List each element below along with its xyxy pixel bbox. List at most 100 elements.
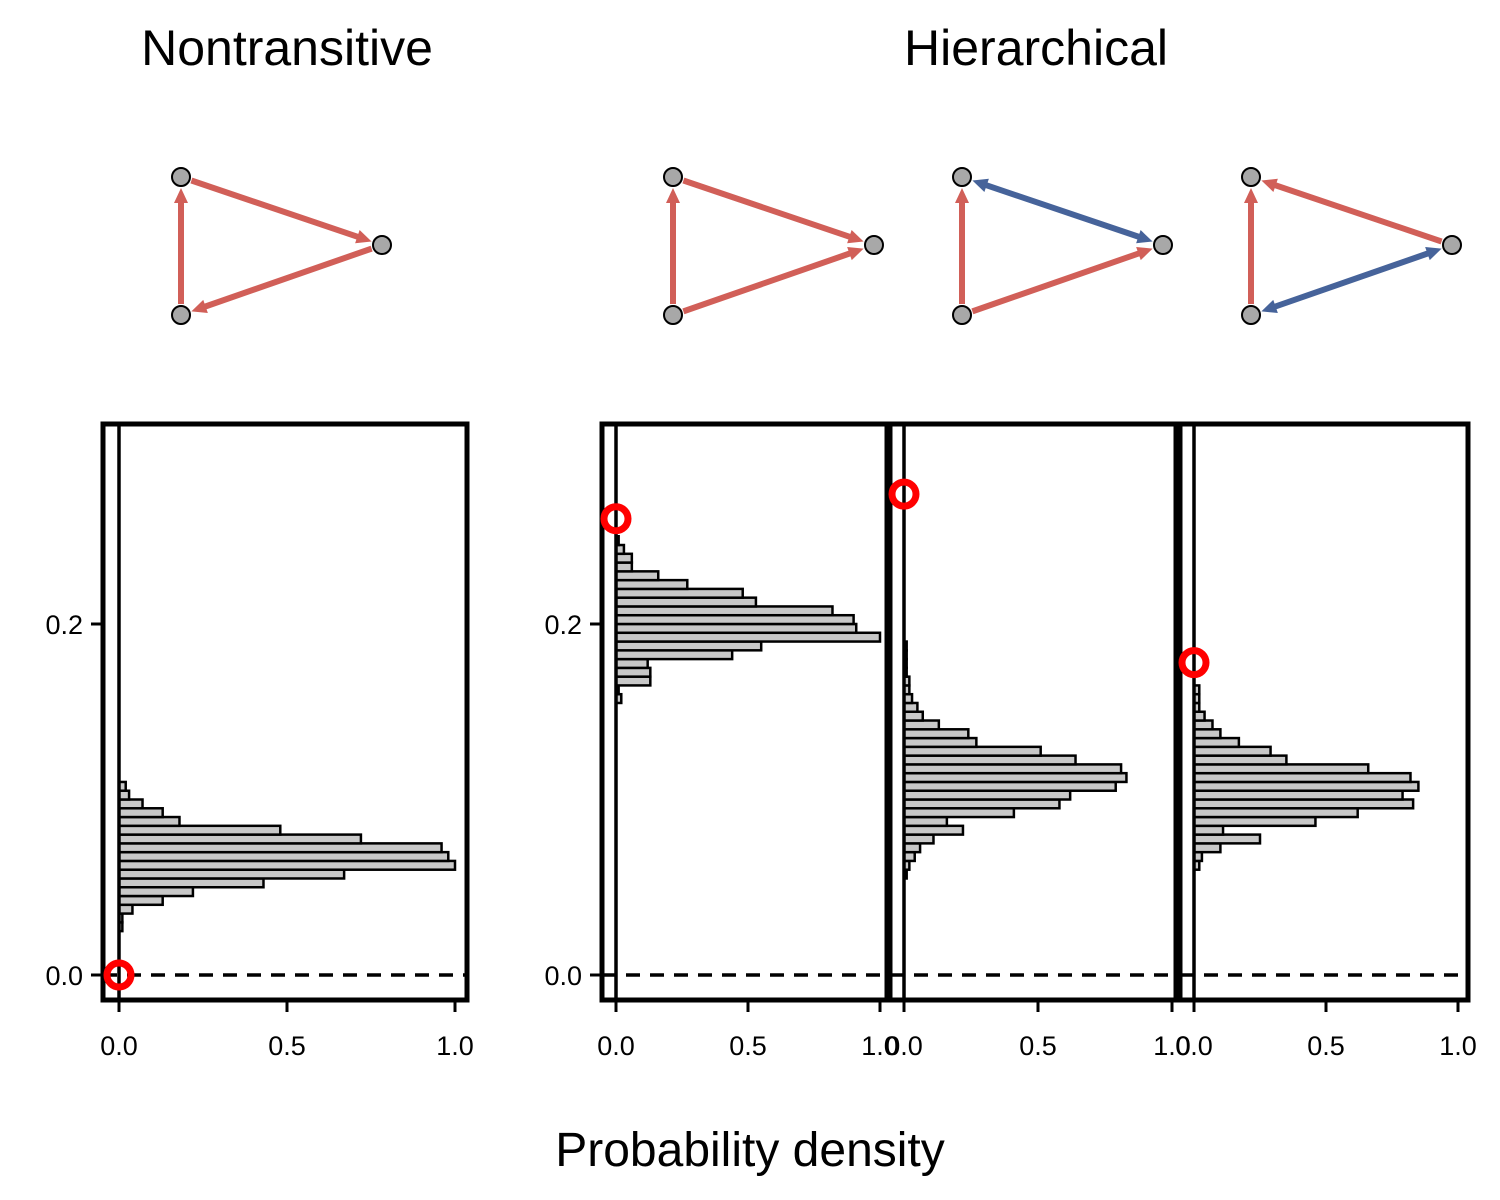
- x-tick-label: 0.5: [1307, 1031, 1345, 1061]
- edge-2: [1268, 180, 1443, 245]
- histogram-bar: [902, 745, 1042, 757]
- arrowhead-2-head: [1136, 230, 1153, 244]
- panel-frame: [887, 421, 1179, 1003]
- histogram-bar: [1192, 815, 1317, 828]
- histogram-panels: 0.0 0.5 1.00.00.20.0 0.5 1.00.00.20.0 0.5 1.00…: [45, 421, 1477, 1061]
- histogram-bar: [1192, 798, 1415, 810]
- panel-frame: [599, 421, 890, 1003]
- histogram-bar: [117, 877, 265, 889]
- histogram-bar: [614, 631, 882, 643]
- arrowhead-2-tail: [972, 178, 989, 192]
- histogram-bar: [1192, 771, 1412, 784]
- histogram-bar: [902, 780, 1117, 792]
- title-hierarchical: Hierarchical: [904, 20, 1168, 76]
- y-tick-label: 0.2: [45, 610, 83, 640]
- arrowhead-1-head: [174, 188, 188, 203]
- histogram-bar: [614, 587, 744, 599]
- histogram-bar: [614, 613, 855, 626]
- histogram-bar: [614, 596, 758, 608]
- histogram-bar: [614, 552, 634, 564]
- node-bottom: [1241, 305, 1261, 325]
- histogram-bar: [902, 728, 970, 740]
- edge-3: [1267, 248, 1436, 312]
- histogram-bar: [614, 649, 734, 661]
- node-bottom: [663, 305, 683, 325]
- histogram-bar: [614, 640, 763, 652]
- histogram-bar: [614, 666, 652, 678]
- histogram-bar: [614, 657, 649, 670]
- x-tick-label: 0.5: [1019, 1031, 1057, 1061]
- observed-marker: [600, 503, 632, 535]
- arrowhead-1-head: [955, 188, 969, 203]
- histogram-bar: [1192, 833, 1262, 845]
- histogram-bar: [614, 570, 660, 582]
- observed-marker: [888, 478, 920, 510]
- histogram-bar: [1192, 719, 1214, 731]
- title-nontransitive: Nontransitive: [141, 20, 433, 76]
- histogram-bar: [117, 815, 181, 828]
- node-top: [1241, 167, 1261, 187]
- network-4: [1241, 167, 1462, 325]
- histogram-bar: [117, 807, 164, 819]
- histogram-bar: [117, 824, 282, 836]
- histogram-bar: [1192, 842, 1222, 854]
- histogram-bar: [902, 736, 978, 749]
- node-top: [952, 167, 972, 187]
- histogram-panel-3: 0.0 0.5 1.0: [885, 421, 1191, 1061]
- histogram-bar: [117, 842, 443, 854]
- histogram-bar: [117, 894, 164, 907]
- histogram-bar: [614, 622, 858, 635]
- x-tick-label: 1.0: [861, 1031, 899, 1061]
- node-bottom: [952, 305, 972, 325]
- x-tick-label: 0.0: [885, 1031, 923, 1061]
- histogram-panel-4: 0.0 0.5 1.0: [1175, 421, 1477, 1061]
- histogram-bar: [902, 807, 1016, 819]
- network-2: [663, 167, 884, 325]
- histogram-panel-1: 0.0 0.5 1.0 0.0 0.2: [45, 421, 474, 1061]
- x-tick-label: 1.0: [436, 1031, 474, 1061]
- histogram-bar: [1192, 789, 1404, 801]
- histogram-bar: [1192, 824, 1225, 836]
- arrowhead-2-head: [355, 230, 372, 244]
- y-tick-label: 0.0: [45, 961, 83, 991]
- histogram-bar: [902, 824, 965, 836]
- x-tick-label: 0.5: [268, 1031, 306, 1061]
- histogram-bar: [902, 763, 1123, 775]
- network-1: [171, 167, 392, 325]
- arrowhead-3-head: [191, 299, 208, 314]
- histogram-bar: [117, 850, 450, 863]
- node-right: [864, 235, 884, 255]
- panel-frame: [100, 421, 470, 1003]
- arrowhead-3-head: [1136, 246, 1153, 261]
- histogram-bar: [1192, 754, 1288, 766]
- histogram-bar: [902, 754, 1077, 766]
- x-tick-label: 1.0: [1439, 1031, 1477, 1061]
- x-tick-label: 0.0: [597, 1031, 635, 1061]
- arrowhead-2-head: [847, 230, 864, 244]
- histogram-bar: [1192, 807, 1359, 819]
- node-right: [1442, 235, 1462, 255]
- x-tick-label: 0.0: [100, 1031, 138, 1061]
- histogram-bar: [902, 833, 935, 845]
- histogram-bar: [614, 675, 652, 687]
- x-axis-label: Probability density: [555, 1124, 945, 1177]
- histogram-bar: [1192, 728, 1222, 740]
- x-tick-label: 1.0: [1153, 1031, 1191, 1061]
- histogram-bar: [902, 815, 949, 828]
- edge-2: [979, 180, 1146, 242]
- arrowhead-3-tail: [1261, 299, 1278, 314]
- edge-3: [197, 245, 373, 312]
- arrowhead-2-head: [1261, 178, 1278, 192]
- histogram-bar: [117, 903, 134, 915]
- network-3: [952, 167, 1173, 325]
- histogram-bar: [902, 771, 1128, 784]
- edge-3: [682, 248, 858, 315]
- node-bottom: [171, 305, 191, 325]
- y-tick-label: 0.0: [544, 961, 582, 991]
- histogram-bar: [117, 833, 363, 845]
- histogram-bar: [117, 886, 195, 898]
- network-diagrams: [171, 167, 1462, 325]
- histogram-bar: [117, 868, 346, 880]
- histogram-bar: [902, 789, 1072, 801]
